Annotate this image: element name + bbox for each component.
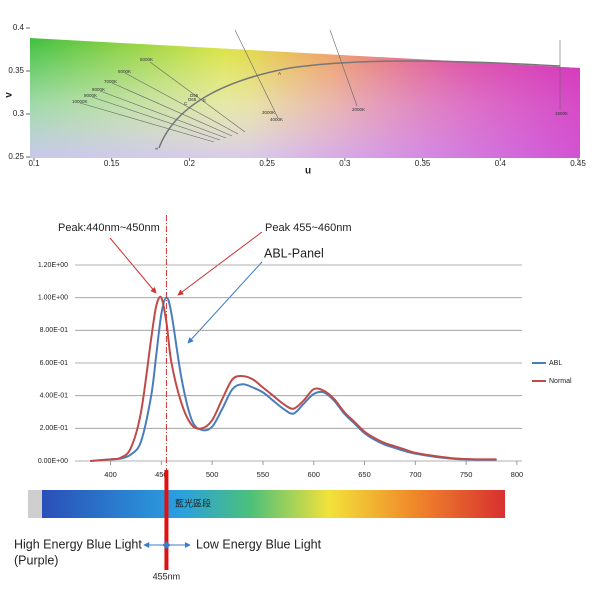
series-line: [90, 295, 497, 462]
x-tick-label: 0.4: [495, 159, 507, 168]
y-tick-label: 0.35: [8, 66, 24, 75]
x-tick-label: 0.1: [28, 159, 40, 168]
y-tick-label: 0.3: [13, 109, 25, 118]
y-tick-label: 2.00E-01: [40, 425, 69, 432]
legend-label: Normal: [549, 378, 572, 385]
y-tick-label: 0.00E+00: [38, 458, 68, 465]
locus-label: 4000K: [270, 117, 283, 122]
locus-label: A: [278, 71, 281, 76]
x-tick-label: 750: [460, 470, 473, 479]
low-label: Low Energy Blue Light: [196, 537, 322, 551]
spectrum-bar: [28, 490, 505, 518]
locus-label: 5000K: [140, 57, 153, 62]
x-tick-label: 0.45: [570, 159, 586, 168]
locus-label: 1500K: [555, 111, 568, 116]
x-tick-label: 0.35: [415, 159, 431, 168]
x-tick-label: 400: [104, 470, 117, 479]
x-tick-label: 0.15: [104, 159, 120, 168]
x-tick-label: 600: [307, 470, 320, 479]
annotation: Peak:440nm~450nm: [58, 222, 160, 234]
y-tick-label: 0.4: [13, 23, 25, 32]
y-axis-label: v: [4, 92, 15, 98]
locus-label: 6000K: [118, 69, 131, 74]
locus-label: E: [203, 98, 206, 103]
locus-label: ∞: [155, 146, 158, 151]
locus-label: 2000K: [352, 107, 365, 112]
locus-label: 7000K: [104, 79, 117, 84]
locus-label: D55: [190, 93, 199, 98]
high-label: High Energy Blue Light: [14, 537, 142, 551]
y-tick-label: 0.25: [8, 152, 24, 161]
y-tick-label: 8.00E-01: [40, 327, 69, 334]
x-tick-label: 550: [257, 470, 270, 479]
marker-label: 455nm: [153, 571, 181, 581]
y-tick-label: 1.00E+00: [38, 295, 68, 302]
annotation: Peak 455~460nm: [265, 222, 352, 234]
y-tick-label: 4.00E-01: [40, 393, 69, 400]
y-tick-label: 1.20E+00: [38, 262, 68, 269]
x-tick-label: 450: [155, 470, 168, 479]
locus-label: 8000K: [92, 87, 105, 92]
locus-label: C: [184, 101, 188, 106]
y-tick-label: 6.00E-01: [40, 360, 69, 367]
legend-label: ABL: [549, 360, 562, 367]
x-tick-label: 0.2: [184, 159, 196, 168]
high-sublabel: (Purple): [14, 553, 58, 567]
locus-label: 10000K: [72, 99, 88, 104]
x-tick-label: 650: [358, 470, 371, 479]
x-tick-label: 0.3: [339, 159, 351, 168]
series-line: [90, 296, 497, 462]
x-tick-label: 700: [409, 470, 422, 479]
locus-label: 9000K: [84, 93, 97, 98]
locus-label: 3000K: [262, 110, 275, 115]
x-tick-label: 500: [206, 470, 219, 479]
locus-label: D65: [188, 97, 197, 102]
chromaticity-background: [30, 29, 580, 158]
x-tick-label: 800: [511, 470, 524, 479]
x-axis-label: u: [305, 166, 311, 177]
annotation: ABL-Panel: [264, 246, 324, 260]
marker-bar: [164, 470, 169, 570]
spectrum-label: 藍光區段: [175, 497, 211, 508]
marker-diamond: [162, 541, 171, 549]
x-tick-label: 0.25: [259, 159, 275, 168]
